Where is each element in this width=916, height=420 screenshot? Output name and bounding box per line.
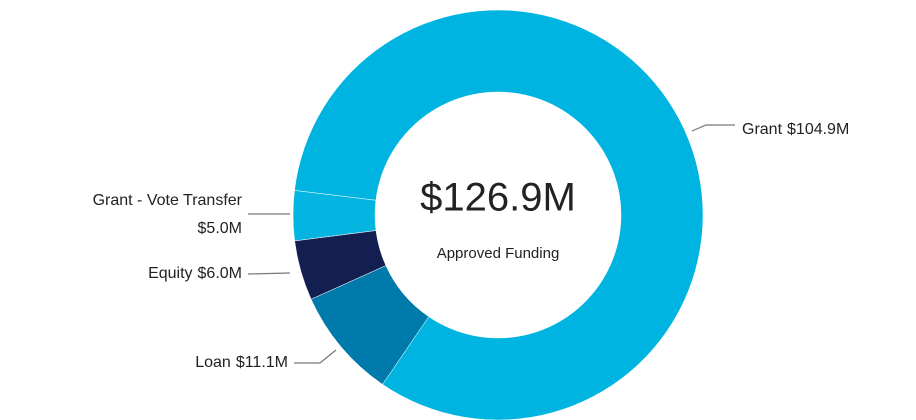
slice-category: Grant - Vote Transfer [93,192,243,209]
slice-category: Loan [195,354,231,371]
leader-line [691,124,735,132]
slice-category: Grant [742,121,783,138]
slice-value-label: $104.9M [787,121,849,138]
center-label: $126.9M [420,176,576,220]
center-sublabel: Approved Funding [437,245,560,262]
slice-label: Loan $11.1M [195,354,288,371]
slice-value-label: $11.1M [236,354,288,371]
leader-line [294,349,337,364]
slice-value-label: $5.0M [198,220,242,237]
donut-slice [310,265,430,385]
leader-line [247,272,291,275]
donut-slice [294,230,387,300]
slice-label: Grant $104.9M [742,121,849,138]
slice-value-label: $6.0M [198,265,242,282]
slice-label: Equity $6.0M [148,265,242,282]
labels: Grant $104.9M Loan $11.1M Equity $6.0M Grant -… [93,121,850,371]
donut-slice [294,9,704,420]
slice-category: Equity [148,265,192,282]
